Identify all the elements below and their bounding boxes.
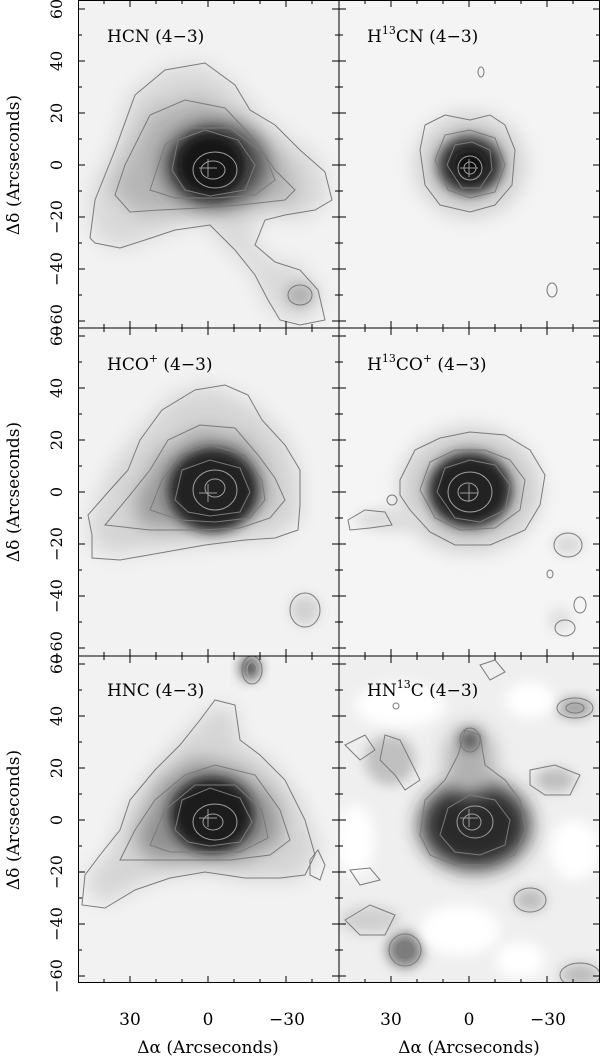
x-tick-labels: 30 0 −30 30 0 −30 [119, 1010, 566, 1030]
y-axis-label: Δδ (Arcseconds) [4, 750, 24, 890]
y-tick-label: −40 [47, 907, 66, 941]
y-tick-label: −20 [47, 855, 66, 889]
y-tick-label: −40 [47, 579, 66, 613]
y-tick-label: 40 [47, 706, 66, 726]
y-tick-label: 60 [47, 0, 66, 19]
y-tick-label: 20 [47, 430, 66, 450]
center-cross [199, 809, 217, 827]
y-tick-label: 20 [47, 758, 66, 778]
panel-label-hcn: HCN (4−3) [107, 27, 204, 47]
center-cross [199, 159, 217, 177]
contours [344, 659, 600, 983]
y-tick-label: 60 [47, 654, 66, 674]
panel-label-hn13c: HN13C (4−3) [367, 678, 478, 701]
y-axis-label: Δδ (Arcseconds) [4, 422, 24, 562]
x-tick-label: −30 [269, 1010, 305, 1030]
x-tick-label: 0 [203, 1010, 214, 1030]
panel-label-h13cn: H13CN (4−3) [367, 24, 478, 47]
x-axis-label: Δα (Arcseconds) [398, 1038, 539, 1058]
panel-h13cn: H13CN (4−3) [339, 0, 600, 328]
y-tick-label: −60 [47, 959, 66, 993]
y-tick-label: 20 [47, 103, 66, 123]
y-tick-label: −20 [47, 200, 66, 234]
intensity-map [90, 385, 320, 625]
x-axis-label: Δα (Arcseconds) [137, 1038, 278, 1058]
x-tick-label: 30 [119, 1010, 141, 1030]
y-tick-label: 0 [47, 815, 66, 825]
contours [419, 66, 558, 298]
contours [89, 62, 333, 326]
center-cross [199, 484, 217, 502]
y-tick-labels: 6040200−20−40−606040200−20−40−606040200−… [47, 0, 66, 993]
panel-label-hnc: HNC (4−3) [107, 681, 204, 701]
panel-hnc: HNC (4−3) [78, 656, 339, 983]
center-cross [460, 809, 478, 827]
y-tick-label: 0 [47, 487, 66, 497]
tick-marks [78, 0, 600, 983]
panel-label-hcop: HCO+ (4−3) [107, 352, 213, 375]
intensity-map [415, 113, 525, 217]
panel-hcop: HCO+ (4−3) [78, 328, 339, 656]
y-tick-label: −20 [47, 527, 66, 561]
y-tick-label: −40 [47, 252, 66, 286]
panel-label-h13cop: H13CO+ (4−3) [367, 352, 487, 375]
y-tick-label: 40 [47, 51, 66, 71]
y-tick-label: −60 [47, 304, 66, 338]
y-axis-label: Δδ (Arcseconds) [4, 95, 24, 235]
intensity-map [339, 656, 600, 983]
contours [81, 656, 326, 909]
x-tick-label: 0 [464, 1010, 475, 1030]
panel-hn13c: HN13C (4−3) [339, 656, 600, 983]
contours [347, 431, 587, 637]
panel-h13cop: H13CO+ (4−3) [339, 328, 600, 656]
center-cross [460, 484, 478, 502]
y-tick-label: −60 [47, 631, 66, 665]
center-cross [460, 159, 478, 177]
x-tick-label: −30 [530, 1010, 566, 1030]
contours [87, 384, 321, 628]
y-tick-label: 40 [47, 378, 66, 398]
panel-hcn: HCN (4−3) [78, 0, 339, 328]
y-tick-label: 0 [47, 160, 66, 170]
y-tick-label: 60 [47, 326, 66, 346]
x-tick-label: 30 [380, 1010, 402, 1030]
